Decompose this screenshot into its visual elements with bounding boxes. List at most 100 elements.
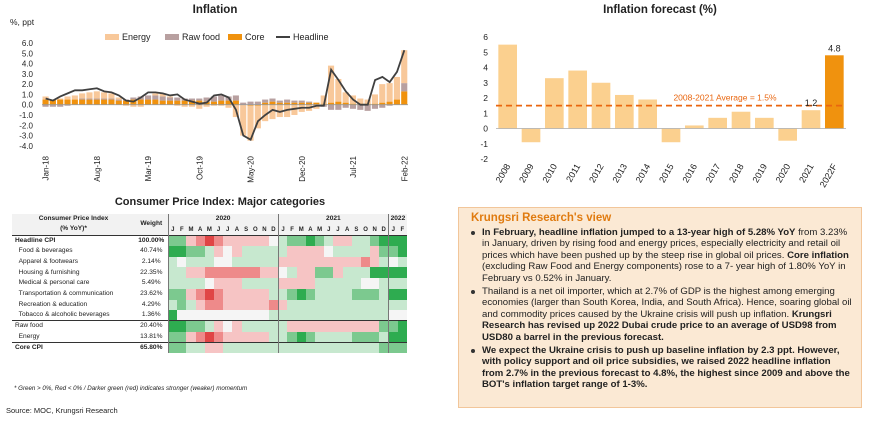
heat-cell [351, 341, 361, 353]
heat-cell [195, 234, 205, 247]
core-bar [232, 100, 239, 105]
header-month: A [305, 224, 315, 236]
heat-cell [342, 341, 352, 353]
heat-cell [379, 341, 389, 353]
heat-cell [177, 246, 187, 257]
energy-bar [166, 96, 174, 98]
heat-cell [360, 234, 371, 247]
heat-cell [342, 299, 352, 311]
core-bar [93, 99, 100, 105]
forecast-bar [801, 110, 821, 129]
raw-food-bar [291, 100, 298, 103]
heat-cell [315, 288, 325, 300]
y-tick-label: 6 [483, 32, 488, 42]
x-tick-label: 2016 [680, 162, 699, 184]
heat-cell [250, 246, 260, 257]
x-tick-label: Dec-20 [298, 155, 307, 181]
y-tick-label: 1.0 [22, 90, 34, 99]
heat-cell [360, 320, 371, 332]
heat-cell [277, 320, 288, 332]
heat-cell [370, 288, 380, 300]
heat-cell [360, 278, 371, 289]
y-tick-label: 3.0 [22, 70, 34, 79]
heat-cell [241, 234, 251, 247]
core-bar [291, 102, 298, 105]
heat-cell [232, 234, 242, 247]
heat-cell [250, 331, 260, 343]
energy-bar [320, 95, 327, 104]
energy-bar [203, 104, 210, 107]
heat-cell [333, 234, 343, 247]
heat-cell [296, 288, 306, 300]
heat-cell [287, 256, 297, 268]
heat-cell [223, 267, 233, 279]
y-tick-label: -2.0 [19, 121, 33, 130]
y-tick-label: 2.0 [22, 80, 34, 89]
raw-food-bar [49, 104, 56, 107]
row-label: Food & beverages [15, 247, 73, 255]
heat-cell [232, 256, 242, 268]
energy-bar [159, 93, 166, 97]
x-tick-label: 2014 [634, 162, 653, 184]
inflation-chart: 6.05.0 4.03.02.01.0 0.0-1.0-2.0 -3.0-4.0 %, … [10, 17, 409, 183]
y-tick-label: -2 [480, 154, 488, 164]
heat-cell [259, 299, 270, 311]
heat-cell [370, 234, 380, 247]
heat-cell [296, 331, 306, 343]
raw-food-bar [240, 102, 247, 105]
heat-cell [315, 256, 325, 268]
average-label-bg [672, 92, 778, 103]
heat-cell [186, 320, 196, 332]
heat-cell [342, 331, 352, 343]
header-month: M [315, 224, 325, 236]
heat-cell [397, 246, 407, 257]
header-month: F [397, 224, 407, 236]
core-bar [401, 91, 408, 105]
legend-label: Energy [122, 32, 151, 42]
core-bar [393, 99, 400, 105]
energy-bar [262, 104, 269, 122]
heat-cell [223, 246, 233, 257]
x-tick-label: 2017 [704, 162, 723, 184]
cpi-table-title: Consumer Price Index: Major categories [114, 196, 326, 208]
heat-cell [370, 256, 380, 268]
heat-cell [342, 256, 352, 268]
heat-cell [342, 278, 352, 289]
energy-bar [276, 104, 283, 118]
core-bar [101, 99, 108, 105]
header-category-line: Consumer Price Index [38, 215, 109, 223]
header-month: J [167, 224, 178, 236]
y-tick-label: 0.0 [22, 101, 34, 110]
heat-cell [223, 234, 233, 247]
heat-cell [287, 310, 297, 321]
core-bar [379, 102, 386, 105]
heat-cell [186, 246, 196, 257]
heat-cell [387, 256, 398, 268]
view-bullet-text: (excluding Raw Food and Energy component… [482, 261, 846, 284]
heat-cell [259, 288, 270, 300]
heat-cell [195, 278, 205, 289]
heat-cell [259, 320, 270, 332]
heat-cell [387, 267, 398, 279]
heat-cell [167, 278, 178, 289]
header-month: D [269, 224, 279, 236]
heat-cell [223, 299, 233, 311]
header-month: F [287, 224, 297, 236]
heat-cell [379, 234, 389, 247]
y-tick-label: 1 [483, 108, 488, 118]
heat-cell [315, 341, 325, 353]
heat-cell [259, 278, 270, 289]
heat-cell [360, 246, 371, 257]
heat-cell [223, 331, 233, 343]
row-label: Medical & personal care [15, 279, 90, 287]
heat-cell [370, 246, 380, 257]
legend-label: Raw food [182, 32, 220, 42]
heat-cell [241, 267, 251, 279]
energy-bar [71, 95, 78, 100]
heat-cell [259, 310, 270, 321]
x-tick-label: 2021 [797, 162, 816, 184]
heat-cell [250, 299, 260, 311]
table-row: Headline CPI 100.00% [12, 234, 407, 247]
heat-cell [324, 341, 334, 353]
heat-cell [269, 331, 279, 343]
